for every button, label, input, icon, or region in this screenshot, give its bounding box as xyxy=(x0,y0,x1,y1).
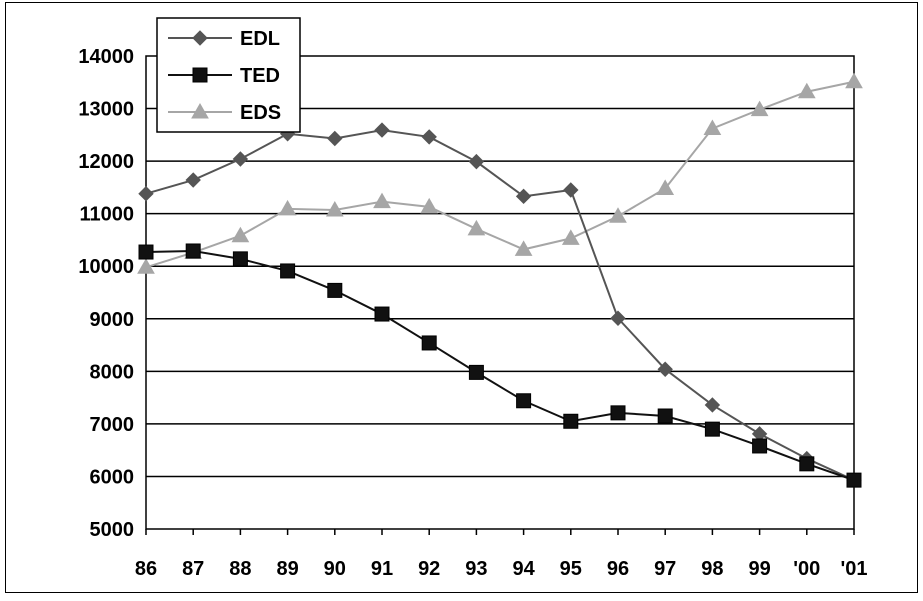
series-layer xyxy=(137,72,863,488)
data-point-ted xyxy=(704,421,720,437)
series-line-eds xyxy=(145,80,855,269)
data-point-edl xyxy=(185,172,201,188)
data-point-edl xyxy=(232,151,249,167)
data-point-ted xyxy=(516,393,532,409)
x-axis-tick-labels: 86 87 88 89 90 91 92 93 94 95 96 97 98 99 '00 '01 xyxy=(135,529,868,580)
legend-marker xyxy=(192,30,208,46)
y-tick-label: 6000 xyxy=(90,466,135,488)
data-point-edl xyxy=(468,153,485,170)
x-tick-label: 97 xyxy=(654,558,676,580)
data-point-edl xyxy=(657,361,673,377)
y-tick-label: 10000 xyxy=(78,256,134,278)
x-tick-label: 95 xyxy=(560,558,582,580)
x-tick-label: 98 xyxy=(701,558,723,580)
data-point-ted xyxy=(752,438,768,454)
legend-label: EDL xyxy=(240,28,280,50)
data-point-eds xyxy=(845,72,863,89)
x-tick-label: 99 xyxy=(748,558,770,580)
data-point-eds xyxy=(561,229,580,245)
data-point-eds xyxy=(514,240,533,256)
series-line-ted xyxy=(145,249,855,482)
series-ted xyxy=(138,243,862,488)
x-tick-label: 87 xyxy=(182,558,204,580)
data-point-edl xyxy=(515,188,532,205)
legend-label: TED xyxy=(240,65,280,87)
legend-item-ted: TED xyxy=(168,65,280,87)
data-point-ted xyxy=(280,263,296,279)
data-point-eds xyxy=(467,219,486,236)
data-point-ted xyxy=(185,243,201,259)
data-point-eds xyxy=(325,200,344,217)
y-tick-label: 14000 xyxy=(78,46,134,68)
x-tick-label: 88 xyxy=(229,558,251,580)
y-tick-label: 7000 xyxy=(90,414,135,436)
x-tick-label: 90 xyxy=(324,558,346,580)
data-point-ted xyxy=(610,405,626,421)
legend-marker xyxy=(192,67,208,83)
data-point-edl xyxy=(421,129,437,145)
x-tick-label: 89 xyxy=(276,558,298,580)
x-tick-label: 96 xyxy=(607,558,629,580)
y-tick-label: 11000 xyxy=(79,204,134,226)
x-tick-label: 94 xyxy=(512,558,535,580)
data-point-ted xyxy=(232,251,248,267)
data-point-eds xyxy=(797,82,816,99)
data-point-ted xyxy=(327,282,343,298)
series-line-edl xyxy=(145,129,855,482)
x-tick-label: '01 xyxy=(840,558,867,580)
y-tick-label: 9000 xyxy=(90,309,135,331)
data-point-ted xyxy=(468,364,484,380)
data-point-ted xyxy=(421,335,437,351)
y-tick-label: 8000 xyxy=(90,361,135,383)
data-point-edl xyxy=(138,185,154,202)
data-point-edl xyxy=(327,130,343,147)
data-point-eds xyxy=(656,179,675,195)
data-point-ted xyxy=(374,306,390,322)
y-axis-tick-labels: 5000 6000 7000 8000 9000 10000 11000 12000 13000… xyxy=(78,46,134,541)
x-tick-label: 91 xyxy=(371,558,393,580)
x-tick-label: '00 xyxy=(793,558,820,580)
data-point-edl xyxy=(374,122,390,138)
data-point-ted xyxy=(799,456,815,472)
data-point-edl xyxy=(704,397,721,413)
series-eds xyxy=(137,72,863,274)
data-point-eds xyxy=(278,199,297,216)
data-point-ted xyxy=(563,413,579,429)
data-point-ted xyxy=(138,244,154,260)
legend-item-edl: EDL xyxy=(168,28,280,50)
legend-item-eds: EDS xyxy=(168,102,281,124)
y-tick-label: 12000 xyxy=(78,151,134,173)
data-point-ted xyxy=(657,408,673,424)
data-point-eds xyxy=(703,119,722,136)
legend-marker xyxy=(191,102,209,119)
x-tick-label: 86 xyxy=(135,558,157,580)
data-point-eds xyxy=(137,258,155,274)
legend-label: EDS xyxy=(240,102,281,124)
data-point-edl xyxy=(563,182,579,198)
data-point-eds xyxy=(750,100,769,117)
x-tick-label: 92 xyxy=(418,558,440,580)
data-point-eds xyxy=(609,207,627,223)
data-point-edl xyxy=(610,310,626,326)
x-tick-label: 93 xyxy=(465,558,487,580)
gridlines xyxy=(146,107,854,478)
plot-area xyxy=(145,55,855,530)
y-tick-label: 5000 xyxy=(90,519,135,541)
data-point-eds xyxy=(373,192,391,209)
y-tick-label: 13000 xyxy=(78,99,134,121)
data-point-eds xyxy=(231,226,250,243)
data-point-eds xyxy=(420,197,439,214)
legend: EDL TED EDS xyxy=(156,17,301,133)
data-point-ted xyxy=(846,472,862,488)
